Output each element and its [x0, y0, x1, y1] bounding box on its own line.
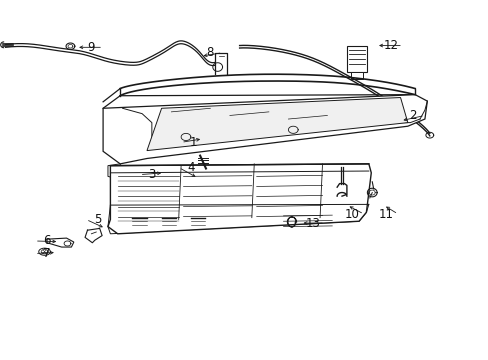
- Text: 4: 4: [187, 161, 194, 174]
- Polygon shape: [103, 95, 427, 164]
- Text: 10: 10: [344, 208, 359, 221]
- Polygon shape: [147, 98, 407, 150]
- Text: 6: 6: [43, 234, 51, 247]
- Text: 11: 11: [378, 208, 393, 221]
- Polygon shape: [108, 204, 368, 234]
- Text: 12: 12: [383, 39, 397, 52]
- Text: 9: 9: [87, 41, 95, 54]
- Polygon shape: [47, 238, 74, 247]
- Polygon shape: [108, 164, 122, 178]
- Text: 3: 3: [148, 168, 155, 181]
- Polygon shape: [346, 45, 366, 72]
- Text: 7: 7: [43, 247, 51, 260]
- Text: 13: 13: [305, 216, 320, 230]
- Text: 8: 8: [206, 46, 214, 59]
- Text: 2: 2: [408, 109, 416, 122]
- Polygon shape: [350, 72, 363, 79]
- Text: 1: 1: [189, 136, 197, 149]
- Polygon shape: [110, 132, 147, 148]
- Polygon shape: [108, 164, 370, 234]
- Text: 5: 5: [94, 213, 102, 226]
